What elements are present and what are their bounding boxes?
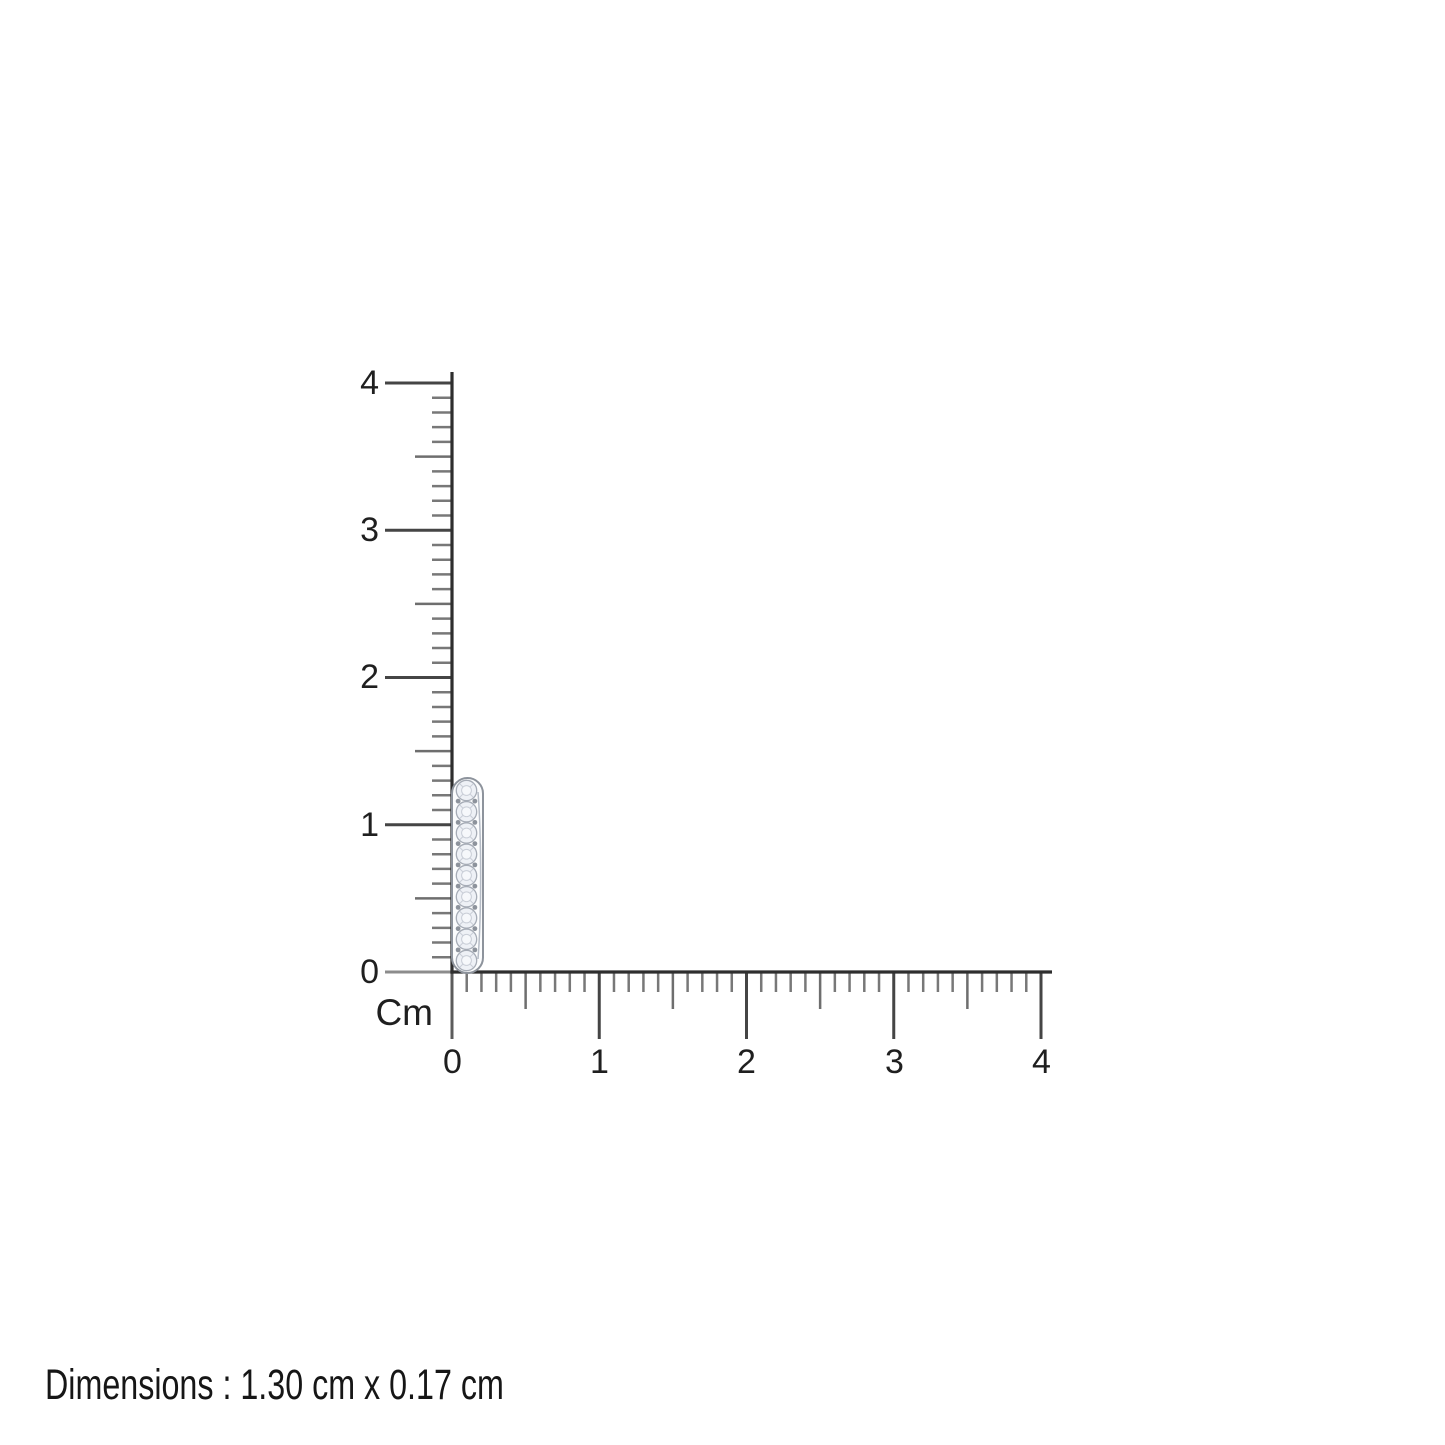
dimensions-caption: Dimensions : 1.30 cm x 0.17 cm: [45, 1361, 504, 1409]
vertical-axis-label-2: 2: [360, 658, 379, 696]
vertical-axis-label-3: 3: [360, 511, 379, 549]
vertical-axis-label-4: 4: [360, 364, 379, 402]
horizontal-axis-label-3: 3: [885, 1043, 904, 1081]
vertical-axis-label-1: 1: [360, 806, 379, 844]
horizontal-axis-label-2: 2: [737, 1043, 756, 1081]
vertical-axis-label-0: 0: [360, 953, 379, 991]
earring-object: [451, 777, 484, 974]
ruler-main-lines: [450, 372, 1052, 974]
horizontal-axis-label-4: 4: [1032, 1043, 1051, 1081]
horizontal-axis-label-1: 1: [590, 1043, 609, 1081]
horizontal-axis-label-0: 0: [443, 1043, 462, 1081]
ruler-ticks: [385, 381, 1043, 1039]
unit-label: Cm: [375, 992, 433, 1033]
